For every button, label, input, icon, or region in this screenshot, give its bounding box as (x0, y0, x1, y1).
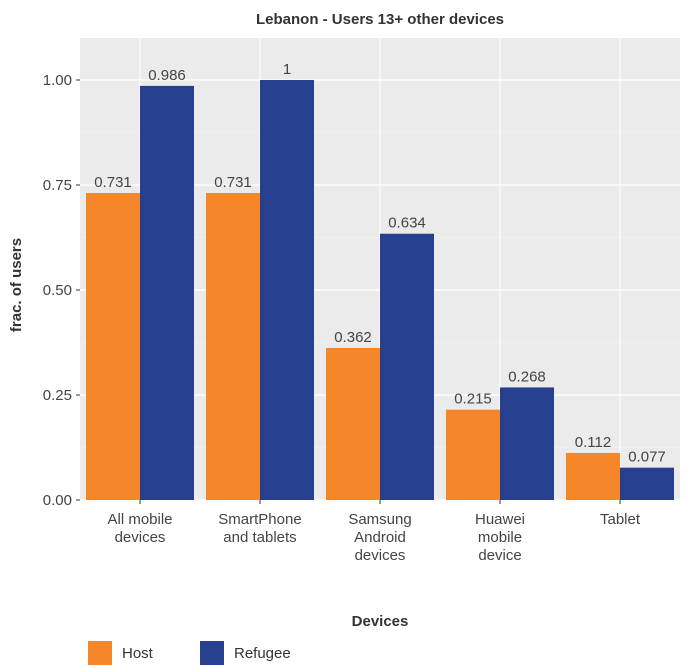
y-tick-label: 0.50 (43, 282, 72, 299)
x-axis: All mobile devices SmartPhone and tablets Sa… (107, 500, 641, 564)
bar-host (206, 192, 260, 501)
data-label: 0.634 (388, 215, 426, 232)
legend-swatch-host (88, 641, 112, 665)
data-labels: 0.731 0.986 0.731 1 0.362 0.634 0.215 0.268 0.11… (94, 61, 666, 466)
legend-label: Host (122, 645, 154, 662)
bar-host (446, 409, 500, 500)
y-tick-label: 0.75 (43, 177, 72, 194)
data-label: 1 (283, 61, 291, 78)
bar-refugee (500, 387, 554, 500)
y-tick-label: 1.00 (43, 72, 72, 89)
x-axis-title: Devices (352, 613, 409, 630)
data-label: 0.362 (334, 329, 372, 346)
legend: Host Refugee (88, 641, 291, 665)
bar-host (566, 452, 620, 500)
y-axis-title: frac. of users (8, 238, 25, 332)
chart-title: Lebanon - Users 13+ other devices (256, 11, 504, 28)
x-tick-label: Samsung Android devices (348, 511, 411, 564)
bar-refugee (380, 233, 434, 500)
bar-host (86, 192, 140, 501)
bars (86, 80, 674, 501)
bar-host (326, 347, 380, 500)
data-label: 0.986 (148, 67, 186, 84)
bar-refugee (620, 467, 674, 500)
data-label: 0.731 (94, 174, 132, 191)
data-label: 0.215 (454, 391, 492, 408)
x-tick-label: Huawei mobile device (475, 511, 525, 564)
x-tick-label: Tablet (600, 511, 641, 528)
bar-refugee (140, 85, 194, 500)
bar-refugee (260, 80, 314, 500)
legend-swatch-refugee (200, 641, 224, 665)
x-tick-label: SmartPhone and tablets (218, 511, 301, 546)
data-label: 0.731 (214, 174, 252, 191)
x-tick-label: All mobile devices (107, 511, 172, 546)
legend-label: Refugee (234, 645, 291, 662)
data-label: 0.112 (575, 434, 611, 451)
y-axis: 0.00 0.25 0.50 0.75 1.00 (43, 72, 80, 509)
y-tick-label: 0.00 (43, 492, 72, 509)
y-tick-label: 0.25 (43, 387, 72, 404)
data-label: 0.077 (628, 449, 666, 466)
data-label: 0.268 (508, 368, 546, 385)
